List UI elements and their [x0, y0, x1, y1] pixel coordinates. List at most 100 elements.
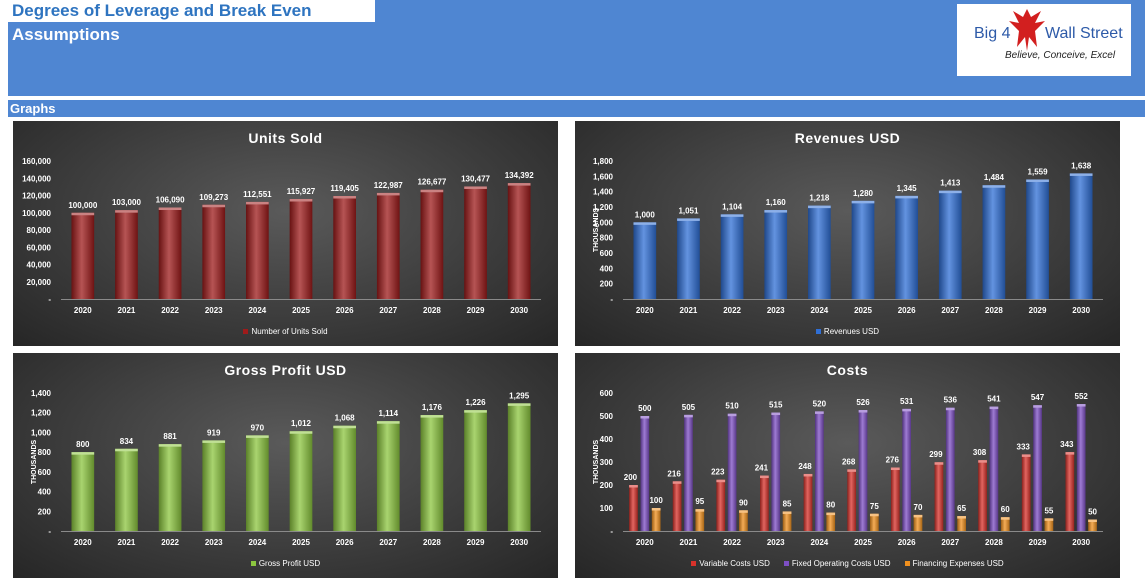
data-label: 1,051	[678, 206, 699, 215]
y-tick-label: 100	[600, 504, 614, 513]
bar	[982, 185, 1006, 299]
y-tick-label: 1,200	[593, 203, 614, 212]
bar-top	[651, 508, 661, 511]
legend-item: Variable Costs USD	[691, 559, 770, 568]
bar	[727, 413, 737, 531]
bar	[782, 511, 792, 531]
bar-top	[202, 440, 226, 443]
x-tick-label: 2022	[723, 306, 741, 315]
data-label: 100	[649, 496, 663, 505]
bar	[246, 435, 269, 531]
bar	[376, 421, 400, 531]
bar-top	[847, 469, 857, 472]
y-tick-label: 1,400	[593, 188, 614, 197]
bar	[895, 195, 918, 299]
bar-top	[764, 210, 788, 213]
bar-top	[376, 421, 400, 424]
chart-legend: Gross Profit USD	[13, 559, 558, 568]
data-label: 95	[695, 497, 704, 506]
y-tick-label: 400	[600, 435, 614, 444]
data-label: 333	[1017, 442, 1031, 451]
bar	[815, 411, 824, 531]
data-label: 1,295	[509, 391, 530, 400]
data-label: 308	[973, 448, 987, 457]
data-label: 500	[638, 404, 652, 413]
data-label: 299	[929, 450, 943, 459]
bar-top	[677, 218, 700, 221]
x-tick-label: 2024	[248, 538, 266, 547]
logo-left-text: Big 4	[974, 25, 1011, 42]
y-tick-label: 200	[600, 280, 614, 289]
bar	[640, 416, 650, 531]
x-tick-label: 2021	[680, 538, 698, 547]
bar	[764, 210, 788, 299]
x-tick-label: 2021	[118, 538, 136, 547]
bar-top	[716, 479, 726, 483]
bar	[739, 510, 748, 531]
x-tick-label: 2023	[767, 306, 785, 315]
bar	[507, 403, 531, 531]
legend-label: Fixed Operating Costs USD	[791, 559, 891, 568]
x-tick-label: 2025	[854, 538, 872, 547]
legend-label: Variable Costs USD	[699, 559, 770, 568]
y-tick-label: -	[48, 527, 51, 536]
y-tick-label: 20,000	[27, 278, 52, 287]
x-tick-label: 2021	[118, 306, 136, 315]
bar-top	[934, 462, 944, 465]
y-tick-label: 200	[38, 507, 52, 516]
x-tick-label: 2024	[810, 538, 828, 547]
x-tick-label: 2021	[680, 306, 698, 315]
x-tick-label: 2030	[510, 538, 528, 547]
bar-top	[1065, 452, 1075, 455]
x-tick-label: 2028	[985, 306, 1003, 315]
bar-top	[333, 425, 356, 429]
data-label: 109,273	[199, 193, 228, 202]
bar-top	[464, 186, 487, 189]
legend-swatch	[904, 561, 910, 567]
bar-top	[158, 444, 182, 447]
bar	[858, 410, 868, 531]
chart-title: Revenues USD	[794, 130, 901, 146]
bar-top	[376, 192, 400, 196]
data-label: 248	[798, 462, 812, 471]
units-sold-chart: Units Sold - 20,000 40,000 60,000 80,000 100,…	[13, 121, 558, 346]
title-box	[8, 0, 375, 22]
y-axis-title: THOUSANDS	[593, 440, 600, 485]
data-label: 1,638	[1071, 161, 1092, 170]
bar-top	[869, 513, 879, 517]
bar	[289, 431, 313, 531]
gross-profit-chart: Gross Profit USD - 200 400 600 800 1,000 1,200…	[13, 353, 558, 578]
logo-tagline: Believe, Conceive, Excel	[1005, 50, 1116, 61]
legend-item: Number of Units Sold	[243, 327, 328, 336]
data-label: 1,226	[466, 398, 487, 407]
y-tick-label: -	[48, 295, 51, 304]
logo: Big 4 Wall Street Believe, Conceive, Exc…	[957, 4, 1131, 76]
bar	[684, 414, 693, 531]
y-tick-label: 120,000	[22, 192, 51, 201]
data-label: 520	[813, 399, 827, 408]
x-tick-label: 2028	[423, 306, 441, 315]
bar-top	[71, 212, 95, 216]
bar-top	[826, 512, 836, 516]
bar	[716, 479, 726, 531]
x-tick-label: 2030	[1072, 306, 1090, 315]
data-label: 541	[987, 395, 1001, 404]
legend-swatch	[243, 329, 249, 335]
x-tick-label: 2026	[898, 538, 916, 547]
data-label: 112,551	[243, 190, 272, 199]
x-tick-label: 2022	[723, 538, 741, 547]
bar-top	[333, 196, 356, 199]
bar	[420, 189, 444, 299]
legend-swatch	[815, 329, 821, 335]
legend-item: Gross Profit USD	[250, 559, 320, 568]
x-tick-label: 2027	[379, 538, 397, 547]
bar	[115, 210, 138, 299]
x-tick-label: 2026	[336, 538, 354, 547]
x-tick-label: 2025	[292, 538, 310, 547]
legend-item: Financing Expenses USD	[904, 559, 1004, 568]
bar	[202, 204, 226, 299]
chart-plot: - 200 400 600 800 1,000 1,200 1,400 1,600 1,800 TH…	[593, 157, 1103, 315]
y-tick-label: 160,000	[22, 157, 51, 166]
data-label: 50	[1088, 508, 1097, 517]
